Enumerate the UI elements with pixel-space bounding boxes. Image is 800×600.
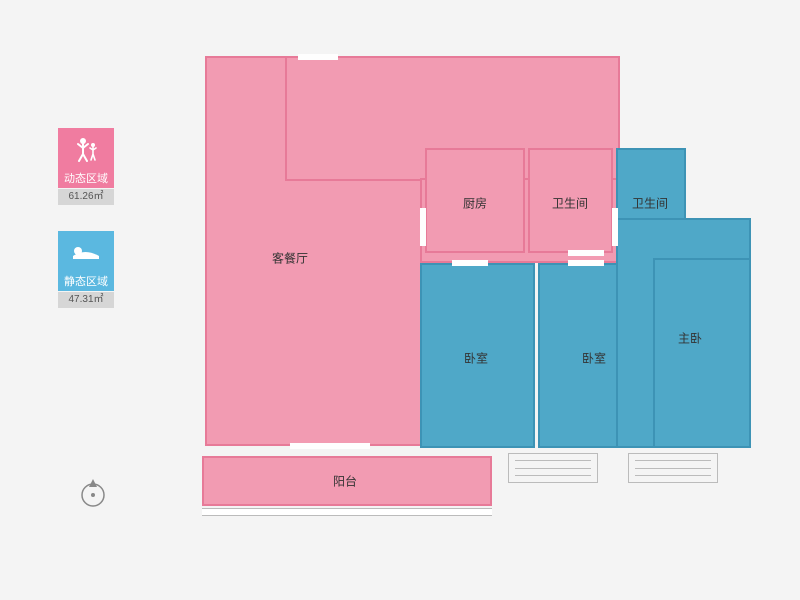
legend: 动态区域 61.26㎡ 静态区域 47.31㎡ (58, 128, 114, 334)
room-label-bath2: 卫生间 (632, 195, 668, 212)
door-gap (298, 54, 338, 60)
sleep-icon (58, 231, 114, 273)
room-label-bath1: 卫生间 (552, 195, 588, 212)
door-gap (452, 260, 488, 266)
room-label-balcony: 阳台 (333, 473, 357, 490)
legend-dynamic: 动态区域 61.26㎡ (58, 128, 114, 205)
room-label-bed1: 卧室 (464, 350, 488, 367)
people-icon (58, 128, 114, 170)
door-gap (568, 260, 604, 266)
room-label-kitchen: 厨房 (463, 195, 487, 212)
balcony-rail (202, 508, 492, 516)
room-label-living: 客餐厅 (272, 250, 308, 267)
floorplan: 客餐厅 厨房 卫生间 卫生间卧室 卧室 主卧阳台 (190, 48, 750, 553)
door-gap (420, 208, 426, 246)
legend-dynamic-label: 动态区域 (58, 170, 114, 188)
room-label-bed2: 卧室 (582, 350, 606, 367)
legend-static: 静态区域 47.31㎡ (58, 231, 114, 308)
legend-dynamic-value: 61.26㎡ (58, 189, 114, 205)
compass-icon (78, 475, 108, 514)
door-gap (568, 250, 604, 256)
legend-static-value: 47.31㎡ (58, 292, 114, 308)
room-sidewing (653, 258, 751, 448)
window-rail (508, 453, 598, 483)
room-label-master: 主卧 (678, 330, 702, 347)
door-gap (612, 208, 618, 246)
door-gap (290, 443, 370, 449)
window-rail (628, 453, 718, 483)
legend-static-label: 静态区域 (58, 273, 114, 291)
